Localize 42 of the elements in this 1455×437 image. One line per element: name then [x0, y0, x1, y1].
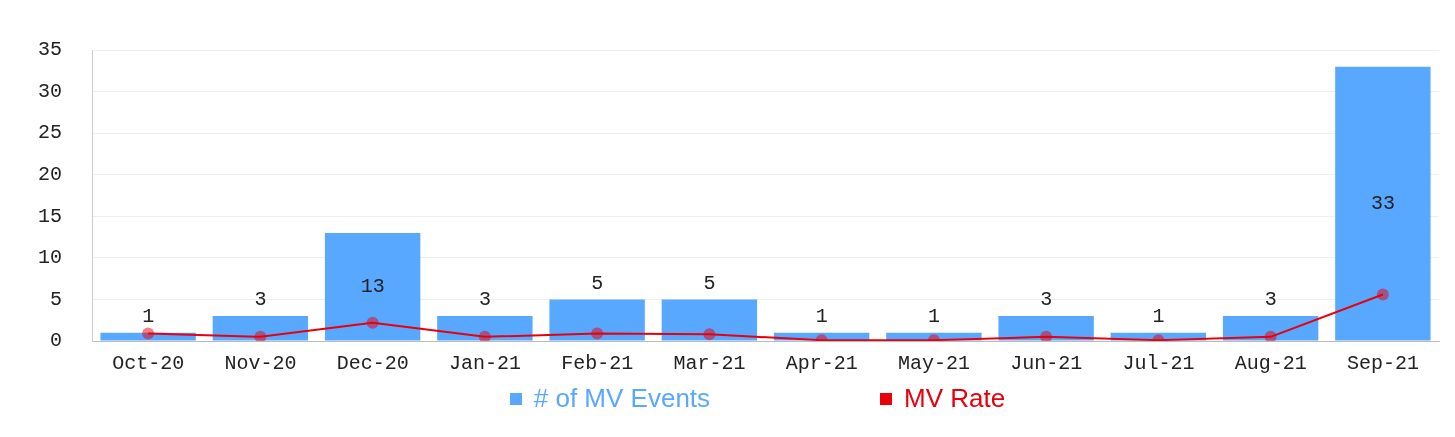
y-tick-label: 0 — [49, 329, 62, 353]
y-tick-label: 15 — [37, 204, 62, 228]
y-tick-label: 35 — [37, 38, 62, 62]
x-tick-label: May-21 — [897, 352, 970, 376]
bar — [324, 232, 421, 341]
bar — [1222, 316, 1319, 341]
x-tick-label: Mar-21 — [673, 352, 746, 376]
data-label: 1 — [142, 304, 155, 328]
legend-label: # of MV Events — [533, 383, 711, 414]
data-label: 1 — [815, 304, 828, 328]
x-tick-label: Jun-21 — [1010, 352, 1083, 376]
bar — [661, 299, 758, 341]
data-label: 3 — [478, 288, 491, 312]
x-tick-label: Aug-21 — [1234, 352, 1307, 376]
x-tick-label: Feb-21 — [561, 352, 634, 376]
y-tick-label: 25 — [37, 121, 62, 145]
data-label: 5 — [591, 271, 604, 295]
x-tick-label: Oct-20 — [112, 352, 185, 376]
data-label: 3 — [1264, 288, 1277, 312]
data-label: 33 — [1370, 191, 1395, 215]
x-tick-label: Nov-20 — [224, 352, 297, 376]
x-tick-label: Sep-21 — [1346, 352, 1419, 376]
bar — [212, 316, 309, 341]
x-tick-label: Jul-21 — [1122, 352, 1195, 376]
x-tick-label: Dec-20 — [336, 352, 409, 376]
bar — [1335, 66, 1431, 341]
x-tick-label: Apr-21 — [785, 352, 858, 376]
legend-label: MV Rate — [904, 383, 1006, 414]
data-label: 3 — [1040, 288, 1053, 312]
data-label: 3 — [254, 288, 267, 312]
y-tick-label: 10 — [37, 246, 62, 270]
y-tick-label: 5 — [49, 287, 62, 311]
bar — [998, 316, 1094, 341]
bar — [549, 299, 645, 341]
data-label: 5 — [703, 271, 716, 295]
data-label: 13 — [360, 275, 385, 298]
y-tick-label: 30 — [37, 79, 62, 103]
bar — [437, 316, 533, 341]
data-label: 1 — [927, 304, 940, 328]
y-tick-label: 20 — [37, 163, 62, 187]
data-label: 1 — [1152, 304, 1165, 328]
x-tick-label: Jan-21 — [448, 352, 521, 376]
